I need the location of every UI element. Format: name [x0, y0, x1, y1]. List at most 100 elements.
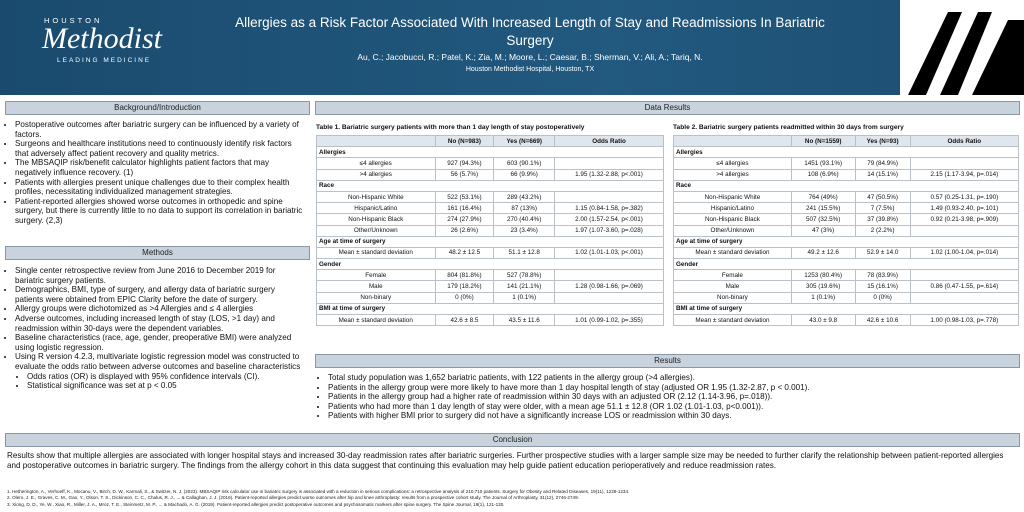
- section-heading: Background/Introduction: [5, 101, 310, 115]
- cell: Non-Hispanic Black: [673, 213, 792, 226]
- column-header: No (N=1559): [790, 134, 856, 148]
- cell: 37 (39.8%): [854, 213, 911, 226]
- reference: 3. Xiong, D. D., Ye, W., Xiao, R., Mille…: [7, 501, 505, 507]
- cell: 66 (9.9%): [493, 168, 556, 181]
- bullet: Patient-reported allergies showed worse …: [15, 197, 305, 226]
- cell: 0.86 (0.47-1.55, p=.614): [909, 280, 1020, 293]
- cell: ≤4 allergies: [316, 157, 436, 170]
- table-row: ≤4 allergies 927 (94.3%) 603 (90.1%): [316, 157, 664, 170]
- bullet: Statistical significance was set at p < …: [27, 381, 305, 391]
- cell: 1.28 (0.98-1.66, p=.069): [554, 280, 664, 293]
- cell: 15 (16.1%): [854, 280, 911, 293]
- table-row: Non-Hispanic Black 507 (32.5%) 37 (39.8%) 0…: [673, 213, 1020, 226]
- cell: 43.5 ± 11.6: [493, 313, 556, 327]
- cell: 14 (15.1%): [854, 168, 911, 181]
- bullet: Surgeons and healthcare institutions nee…: [15, 139, 305, 158]
- bullet-list: Postoperative outcomes after bariatric s…: [5, 120, 305, 226]
- table-row: Non-binary 0 (0%) 1 (0.1%): [316, 291, 664, 304]
- sub-bullet-list: Odds ratios (OR) is displayed with 95% c…: [5, 372, 305, 391]
- cell: 108 (6.9%): [790, 168, 856, 181]
- cell: Female: [673, 269, 792, 282]
- bullet: Allergy groups were dichotomized as >4 A…: [15, 304, 305, 314]
- cell: 305 (19.6%): [790, 280, 856, 293]
- cell: 23 (3.4%): [493, 224, 556, 237]
- cell: 270 (40.4%): [493, 213, 556, 226]
- table-row: Age at time of surgery: [673, 235, 1019, 248]
- cell: 47 (50.5%): [854, 190, 911, 204]
- column-header: [673, 134, 792, 148]
- results-body: Total study population was 1,652 bariatr…: [318, 373, 1018, 421]
- cell: [554, 190, 664, 204]
- methods-body: Single center retrospective review from …: [5, 266, 305, 391]
- cell: Non-binary: [316, 291, 436, 304]
- cell: 1.02 (1.00-1.04, p=.014): [909, 246, 1020, 260]
- column-header: Yes (N=669): [493, 134, 556, 148]
- row-group: Allergies: [316, 146, 664, 159]
- bullet: Single center retrospective review from …: [15, 266, 305, 285]
- cell: Other/Unknown: [673, 224, 792, 237]
- cell: 42.6 ± 10.6: [854, 313, 911, 327]
- bullet: Patients in the allergy group had a high…: [328, 392, 1018, 402]
- cell: [909, 269, 1020, 282]
- cell: Hispanic/Latino: [673, 202, 792, 215]
- cell: 78 (83.9%): [854, 269, 911, 282]
- cell: [909, 291, 1020, 304]
- conclusion-text: Results show that multiple allergies are…: [7, 451, 1004, 470]
- cell: 1 (0.1%): [493, 291, 556, 304]
- table-row: Male 179 (18.2%) 141 (21.1%) 1.28 (0.98-1.6…: [316, 280, 664, 293]
- section-heading: Conclusion: [5, 433, 1020, 447]
- bullet: Patients in the allergy group were more …: [328, 383, 1018, 393]
- cell: 927 (94.3%): [434, 157, 495, 170]
- cell: 79 (84.9%): [854, 157, 911, 170]
- org-name: Methodist: [42, 22, 162, 55]
- table-row: Hispanic/Latino 161 (16.4%) 87 (13%) 1.15 (…: [316, 202, 664, 215]
- cell: 241 (15.5%): [790, 202, 856, 215]
- cell: Non-Hispanic White: [316, 190, 436, 204]
- row-group: BMI at time of surgery: [316, 302, 664, 316]
- header-row: No (N=983) Yes (N=669) Odds Ratio: [316, 134, 664, 148]
- cell: [909, 157, 1020, 170]
- cell: Mean ± standard deviation: [673, 246, 792, 260]
- cell: 764 (49%): [790, 190, 856, 204]
- cell: 603 (90.1%): [493, 157, 556, 170]
- cell: 42.6 ± 8.5: [434, 313, 495, 327]
- table-row: Allergies: [316, 146, 664, 159]
- data-table: No (N=1559) Yes (N=93) Odds Ratio Allergies…: [673, 134, 1020, 327]
- table-title: Table 2. Bariatric surgery patients read…: [673, 124, 904, 131]
- table-title: Table 1. Bariatric surgery patients with…: [316, 124, 585, 131]
- cell: Hispanic/Latino: [316, 202, 436, 215]
- table-row: Race: [673, 179, 1019, 192]
- background-body: Postoperative outcomes after bariatric s…: [5, 120, 305, 226]
- cell: 43.0 ± 9.8: [790, 313, 856, 327]
- table-row: Non-Hispanic White 522 (53.1%) 289 (43.2%): [316, 190, 664, 204]
- table-row: Non-Hispanic Black 274 (27.9%) 270 (40.4%)…: [316, 213, 664, 226]
- cell: 1451 (93.1%): [790, 157, 856, 170]
- section-heading: Data Results: [315, 101, 1020, 115]
- cell: 7 (7.5%): [854, 202, 911, 215]
- cell: 1.49 (0.93-2.40, p=.101): [909, 202, 1020, 215]
- cell: [909, 224, 1020, 237]
- reference: 2. Olero, J. E., Graves, C. M., Gao, Y.,…: [7, 495, 579, 501]
- cell: 49.2 ± 12.6: [790, 246, 856, 260]
- table-row: Hispanic/Latino 241 (15.5%) 7 (7.5%) 1.49 (…: [673, 202, 1020, 215]
- logo-mark: [900, 0, 1024, 95]
- table-row: >4 allergies 108 (6.9%) 14 (15.1%) 2.15 (1.…: [673, 168, 1020, 181]
- affiliation: Houston Methodist Hospital, Houston, TX: [465, 66, 595, 73]
- cell: 0 (0%): [434, 291, 495, 304]
- table-row: Female 804 (81.8%) 527 (78.8%): [316, 269, 664, 282]
- column-header: Odds Ratio: [554, 134, 664, 148]
- cell: Mean ± standard deviation: [316, 313, 436, 327]
- table-row: Gender: [673, 258, 1019, 271]
- cell: Non-Hispanic White: [673, 190, 792, 204]
- bullet: Adverse outcomes, including increased le…: [15, 314, 305, 333]
- cell: 2.00 (1.57-2.54, p<.001): [554, 213, 664, 226]
- row-group: Race: [316, 179, 664, 192]
- cell: 1.95 (1.32-2.88, p<.001): [554, 168, 664, 181]
- column-header: [316, 134, 436, 148]
- cell: 51.1 ± 12.8: [493, 246, 556, 260]
- cell: 2 (2.2%): [854, 224, 911, 237]
- cell: 1.00 (0.98-1.03, p=.778): [909, 313, 1020, 327]
- cell: Other/Unknown: [316, 224, 436, 237]
- bullet: Patients with higher BMI prior to surger…: [328, 411, 1018, 421]
